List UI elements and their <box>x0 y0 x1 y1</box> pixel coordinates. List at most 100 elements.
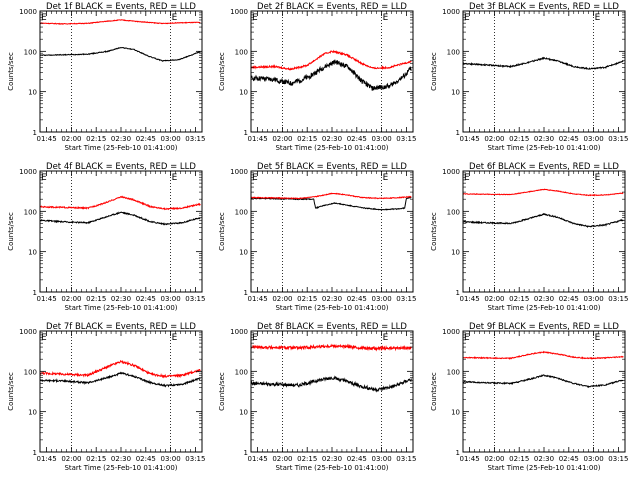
y-tick-label: 100 <box>235 208 248 216</box>
y-tick-label: 1000 <box>19 328 37 336</box>
plot-title: Det 7f BLACK = Events, RED = LLD <box>46 322 196 332</box>
x-tick-label: 03:15 <box>608 455 628 463</box>
x-tick-label: 02:15 <box>297 295 317 303</box>
x-axis-label: Start Time (25-Feb-10 01:41:00) <box>64 304 177 312</box>
series-line-events <box>39 46 201 63</box>
y-tick-label: 10 <box>28 249 37 257</box>
event-marker: E <box>595 173 601 183</box>
y-tick-label: 1000 <box>442 168 460 176</box>
x-tick-label: 03:00 <box>583 135 603 143</box>
y-axis-label: Counts/sec <box>430 212 438 251</box>
y-tick-label: 100 <box>447 368 460 376</box>
y-tick-label: 10 <box>239 409 248 417</box>
y-tick-label: 1 <box>456 449 460 457</box>
y-tick-label: 1 <box>244 449 248 457</box>
x-tick-label: 02:45 <box>559 135 579 143</box>
y-tick-label: 1000 <box>19 8 37 16</box>
series-line-events <box>250 59 412 91</box>
y-tick-label: 100 <box>235 48 248 56</box>
x-tick-label: 03:15 <box>396 455 416 463</box>
x-tick-label: 03:00 <box>583 295 603 303</box>
y-tick-label: 1000 <box>442 8 460 16</box>
series-line-events <box>39 371 201 388</box>
x-tick-label: 03:15 <box>396 295 416 303</box>
x-tick-label: 01:45 <box>460 295 480 303</box>
y-tick-label: 1000 <box>230 8 248 16</box>
series-line-lld <box>39 359 201 379</box>
plot-title: Det 4f BLACK = Events, RED = LLD <box>46 162 196 172</box>
event-marker: E <box>383 173 389 183</box>
x-tick-label: 01:45 <box>37 455 57 463</box>
x-tick-label: 01:45 <box>460 455 480 463</box>
plot-frame <box>39 10 203 133</box>
y-axis-label: Counts/sec <box>7 52 15 91</box>
x-tick-label: 03:15 <box>185 295 205 303</box>
x-tick-label: 02:45 <box>136 295 156 303</box>
y-tick-label: 1 <box>33 129 37 137</box>
x-tick-label: 02:30 <box>322 295 342 303</box>
x-tick-label: 02:15 <box>509 455 529 463</box>
plot-title: Det 2f BLACK = Events, RED = LLD <box>257 2 407 12</box>
x-tick-label: 03:00 <box>371 295 391 303</box>
event-marker: E <box>595 13 601 23</box>
plot-frame <box>39 170 203 293</box>
x-tick-label: 02:00 <box>61 135 81 143</box>
plot-frame <box>39 330 203 453</box>
series-line-lld <box>40 19 201 25</box>
plot-panel-1: Det 1f BLACK = Events, RED = LLD 1 10 100 10… <box>7 2 205 152</box>
x-tick-label: 02:45 <box>136 455 156 463</box>
plot-panel-8: Det 8f BLACK = Events, RED = LLD 1 10 100 10… <box>218 322 416 472</box>
plot-frame <box>250 10 414 133</box>
y-axis-label: Counts/sec <box>218 52 226 91</box>
x-tick-label: 03:15 <box>608 135 628 143</box>
x-tick-label: 01:45 <box>248 295 268 303</box>
x-tick-label: 01:45 <box>37 295 57 303</box>
event-marker: E <box>252 173 258 183</box>
x-tick-label: 03:00 <box>160 455 180 463</box>
x-tick-label: 03:00 <box>160 295 180 303</box>
plot-panel-4: Det 4f BLACK = Events, RED = LLD 1 10 100 10… <box>7 162 205 312</box>
x-tick-label: 02:15 <box>297 455 317 463</box>
plot-panel-9: Det 9f BLACK = Events, RED = LLD 1 10 100 10… <box>430 322 628 472</box>
y-tick-label: 100 <box>447 48 460 56</box>
y-tick-label: 100 <box>24 368 37 376</box>
x-tick-label: 02:00 <box>272 135 292 143</box>
y-tick-label: 10 <box>451 249 460 257</box>
x-tick-label: 02:00 <box>484 135 504 143</box>
plot-panel-7: Det 7f BLACK = Events, RED = LLD 1 10 100 10… <box>7 322 205 472</box>
x-tick-label: 03:15 <box>396 135 416 143</box>
y-tick-label: 10 <box>239 89 248 97</box>
plot-panel-3: Det 3f BLACK = Events, RED = LLD 1 10 100 10… <box>430 2 628 152</box>
y-tick-label: 1000 <box>230 168 248 176</box>
event-marker: E <box>41 173 47 183</box>
x-tick-label: 02:00 <box>272 295 292 303</box>
y-axis-label: Counts/sec <box>7 372 15 411</box>
series-line-lld <box>250 343 412 352</box>
x-axis-label: Start Time (25-Feb-10 01:41:00) <box>275 304 388 312</box>
event-marker: E <box>41 333 47 343</box>
x-tick-label: 01:45 <box>460 135 480 143</box>
x-axis-label: Start Time (25-Feb-10 01:41:00) <box>275 464 388 472</box>
x-tick-label: 01:45 <box>248 455 268 463</box>
series-line-lld <box>250 192 412 200</box>
plot-panel-5: Det 5f BLACK = Events, RED = LLD 1 10 100 10… <box>218 162 416 312</box>
y-tick-label: 100 <box>447 208 460 216</box>
event-marker: E <box>252 13 258 23</box>
series-line-events <box>462 374 624 389</box>
y-axis-label: Counts/sec <box>218 372 226 411</box>
y-axis-label: Counts/sec <box>218 212 226 251</box>
x-tick-label: 02:15 <box>509 295 529 303</box>
y-tick-label: 100 <box>24 48 37 56</box>
series-line-events <box>250 375 412 393</box>
event-marker: E <box>172 333 178 343</box>
x-tick-label: 02:45 <box>347 135 367 143</box>
event-marker: E <box>464 173 470 183</box>
y-tick-label: 1000 <box>19 168 37 176</box>
event-marker: E <box>595 333 601 343</box>
y-tick-label: 10 <box>451 89 460 97</box>
y-tick-label: 1000 <box>442 328 460 336</box>
plot-frame <box>462 330 626 453</box>
x-tick-label: 03:15 <box>608 295 628 303</box>
y-axis-label: Counts/sec <box>430 372 438 411</box>
